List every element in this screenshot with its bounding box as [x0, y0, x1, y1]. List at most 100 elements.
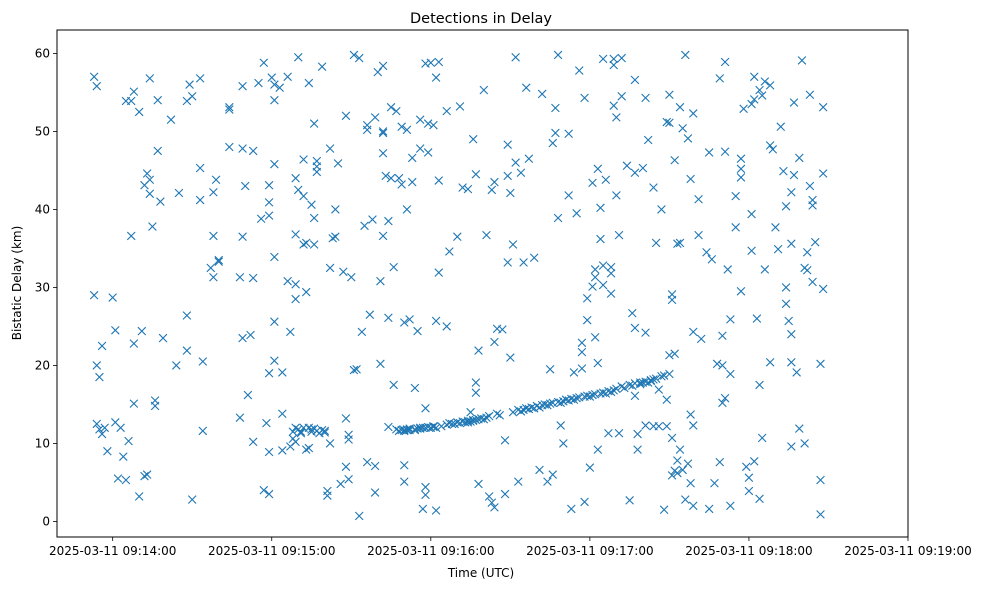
- data-point: [320, 426, 330, 436]
- data-point: [567, 504, 576, 514]
- data-point: [126, 96, 136, 106]
- data-point: [331, 205, 340, 214]
- data-point: [386, 173, 396, 183]
- data-point: [808, 201, 817, 210]
- data-point: [378, 231, 388, 241]
- data-point: [736, 287, 746, 296]
- data-point: [362, 120, 372, 130]
- data-point: [405, 315, 414, 324]
- data-point: [248, 273, 258, 283]
- data-point: [667, 433, 677, 443]
- data-point: [670, 155, 679, 165]
- data-point: [659, 371, 669, 380]
- data-point: [609, 60, 619, 70]
- y-tick-label: 50: [35, 124, 50, 138]
- data-point: [781, 201, 791, 211]
- data-point: [696, 334, 706, 344]
- data-point: [142, 470, 152, 479]
- data-point: [612, 113, 621, 122]
- data-point: [749, 457, 759, 466]
- data-point: [582, 315, 592, 325]
- data-point: [471, 415, 481, 425]
- data-point: [710, 478, 719, 488]
- x-axis: 2025-03-11 09:14:00 2025-03-11 09:15:00 20…: [49, 537, 972, 558]
- data-point: [747, 99, 756, 109]
- data-point: [145, 189, 155, 199]
- data-point: [365, 310, 375, 319]
- data-point: [654, 421, 664, 431]
- data-point: [116, 423, 125, 433]
- data-point: [341, 111, 351, 121]
- data-point: [694, 194, 703, 204]
- data-point: [434, 268, 444, 277]
- data-point: [646, 376, 656, 386]
- data-point: [805, 181, 815, 191]
- data-point: [572, 209, 581, 218]
- data-point: [349, 365, 359, 375]
- data-point: [264, 447, 274, 457]
- data-point: [490, 503, 499, 512]
- data-point: [612, 384, 621, 394]
- data-point: [187, 495, 197, 504]
- data-point: [402, 425, 412, 435]
- data-point: [543, 477, 552, 486]
- data-point: [617, 92, 626, 101]
- data-point: [776, 122, 786, 132]
- data-point: [195, 195, 205, 205]
- data-point: [500, 435, 510, 445]
- data-point: [474, 479, 483, 489]
- data-point: [492, 409, 502, 419]
- data-point: [688, 421, 698, 430]
- data-point: [744, 486, 754, 496]
- data-point: [323, 491, 332, 500]
- data-point: [198, 426, 208, 436]
- data-point: [816, 475, 825, 485]
- y-axis-label: Bistatic Delay (km): [10, 226, 24, 341]
- data-point: [296, 427, 306, 436]
- data-point: [209, 187, 218, 197]
- data-point: [378, 148, 388, 158]
- data-point: [598, 280, 608, 290]
- data-point: [535, 465, 544, 475]
- plot-frame: [56, 29, 909, 538]
- data-point: [784, 316, 793, 326]
- data-point: [720, 57, 730, 67]
- data-point: [651, 238, 661, 248]
- data-point: [248, 146, 258, 156]
- data-point: [209, 272, 218, 282]
- data-point: [641, 93, 650, 103]
- data-point: [124, 436, 133, 446]
- data-point: [521, 83, 531, 93]
- data-point: [482, 230, 491, 240]
- data-point: [378, 128, 388, 138]
- data-point: [529, 253, 539, 263]
- data-point: [286, 327, 295, 337]
- data-point: [142, 169, 152, 178]
- data-point: [344, 430, 353, 440]
- data-point: [140, 471, 149, 481]
- data-point: [718, 361, 727, 370]
- data-point: [622, 161, 632, 171]
- data-point: [309, 240, 319, 249]
- data-point: [341, 462, 351, 472]
- data-point: [92, 419, 102, 429]
- data-point: [577, 347, 587, 357]
- data-point: [673, 456, 682, 465]
- data-point: [299, 155, 308, 164]
- data-point: [468, 134, 478, 144]
- data-point: [646, 375, 656, 385]
- data-point: [259, 485, 269, 495]
- data-point: [468, 416, 478, 426]
- data-point: [211, 175, 221, 185]
- data-point: [588, 282, 597, 291]
- data-point: [773, 244, 783, 254]
- data-point: [678, 465, 687, 475]
- y-tick-label: 20: [35, 358, 50, 372]
- data-point: [802, 265, 812, 275]
- data-point: [264, 211, 274, 220]
- data-point: [484, 411, 494, 421]
- data-point: [100, 423, 110, 433]
- y-tick-label: 60: [35, 46, 50, 60]
- data-point: [394, 173, 404, 183]
- data-point: [805, 90, 815, 100]
